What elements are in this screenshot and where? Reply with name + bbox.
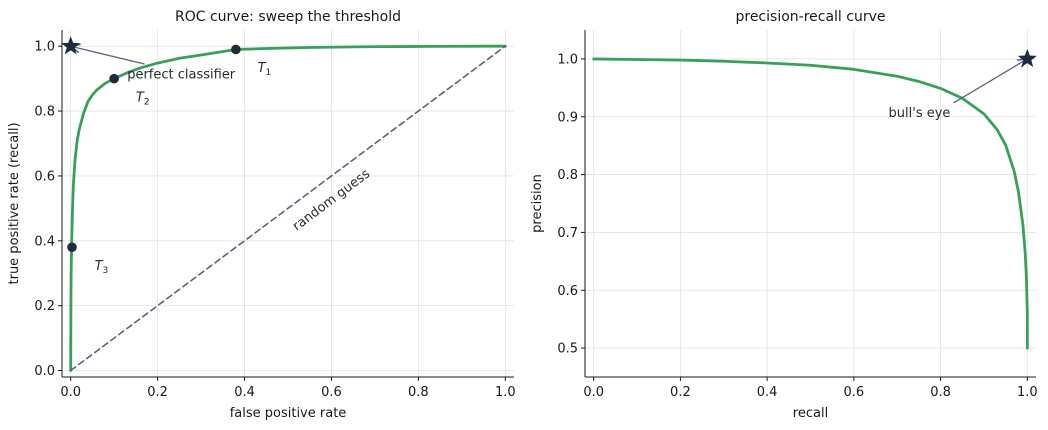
y-axis-label: true positive rate (recall): [7, 122, 22, 284]
curve-line: [69, 44, 507, 372]
annotation-arrow: [953, 59, 1028, 104]
x-tick-label: 0.0: [583, 385, 604, 400]
x-tick-label: 1.0: [495, 385, 516, 400]
x-tick-label: 0.6: [321, 385, 342, 400]
y-tick-label: 0.7: [557, 226, 578, 241]
curve-line: [592, 57, 1029, 350]
annotation-label: perfect classifier: [127, 68, 236, 83]
threshold-label: T3: [95, 259, 109, 276]
x-tick-label: 0.4: [234, 385, 255, 400]
y-tick-label: 0.2: [34, 299, 55, 314]
x-axis-label: false positive rate: [230, 406, 347, 421]
chart-title: precision-recall curve: [735, 9, 885, 25]
y-tick-label: 0.4: [34, 234, 55, 249]
x-tick-label: 0.0: [60, 385, 81, 400]
y-tick-label: 0.6: [557, 284, 578, 299]
y-tick-label: 0.0: [34, 364, 55, 379]
y-axis-label: precision: [530, 174, 545, 233]
star-marker: [1017, 48, 1037, 68]
star-marker: [61, 36, 81, 55]
chart-title: ROC curve: sweep the threshold: [175, 9, 401, 25]
pr-panel: 0.0 0.2 0.4 0.6 0.8 1.0 0.5 0.6 0.7 0.8 0.9 1.0 prec…: [530, 9, 1038, 421]
threshold-label: T1: [258, 61, 272, 78]
roc-panel: 0.0 0.2 0.4 0.6 0.8 1.0 0.0 0.2 0.4 0.6 0.8 1.0 ROC …: [7, 9, 516, 421]
x-axis-label: recall: [793, 406, 828, 421]
y-tick-label: 0.8: [34, 105, 55, 120]
annotation-label: bull's eye: [889, 106, 951, 121]
x-tick-label: 0.8: [930, 385, 951, 400]
y-tick-label: 0.9: [557, 110, 578, 125]
y-tick-label: 0.8: [557, 168, 578, 183]
x-tick-label: 1.0: [1017, 385, 1038, 400]
x-tick-label: 0.4: [757, 385, 778, 400]
x-tick-label: 0.2: [147, 385, 168, 400]
diagonal-reference-line: [69, 45, 507, 372]
annotation-arrow: [71, 46, 145, 65]
threshold-label: T2: [136, 90, 150, 107]
threshold-point: [231, 44, 241, 55]
y-tick-label: 1.0: [557, 52, 578, 67]
x-tick-label: 0.2: [670, 385, 691, 400]
threshold-point: [109, 73, 119, 84]
y-tick-label: 0.6: [34, 169, 55, 184]
x-tick-label: 0.6: [844, 385, 865, 400]
x-tick-label: 0.8: [408, 385, 429, 400]
threshold-point: [67, 242, 77, 253]
y-tick-label: 0.5: [557, 342, 578, 357]
y-tick-label: 1.0: [34, 40, 55, 55]
